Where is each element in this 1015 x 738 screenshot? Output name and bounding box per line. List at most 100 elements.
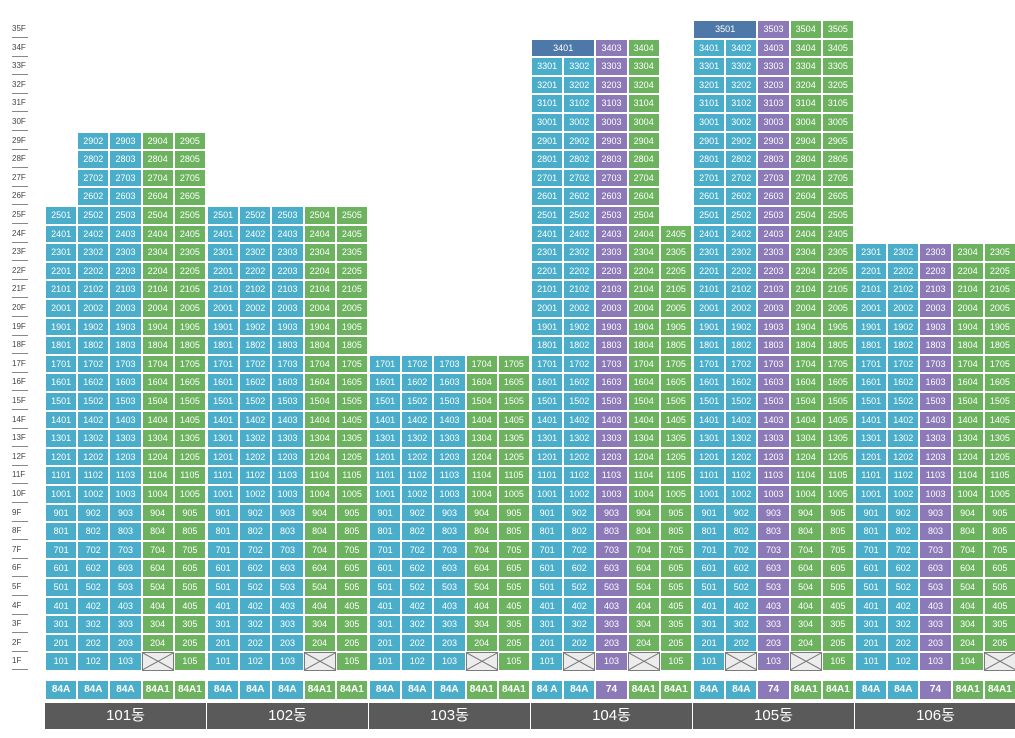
unit-cell: 2805 — [821, 150, 854, 169]
unit-cell: 605 — [821, 559, 854, 578]
unit-cell: 1203 — [757, 447, 790, 467]
unit-cell: 1503 — [109, 392, 142, 411]
unit-cell: 805 — [983, 522, 1015, 541]
unit-cell: 502 — [887, 578, 920, 597]
unit-cell: 201 — [45, 633, 78, 653]
unit-cell: 3302 — [725, 57, 758, 76]
unit-cell: 1204 — [141, 447, 174, 467]
unit-cell: 2001 — [693, 299, 726, 318]
unit-cell: 805 — [659, 522, 692, 541]
unit-cell: 1104 — [627, 466, 660, 485]
unit-cell: 1101 — [207, 466, 240, 485]
unit-cell: 705 — [659, 540, 692, 560]
unit-cell: 2105 — [335, 280, 368, 299]
unit-cell: 2405 — [659, 224, 692, 244]
unit-cell: 105 — [335, 652, 368, 671]
unit-cell: 1303 — [109, 429, 142, 448]
unit-cell: 1503 — [271, 392, 304, 411]
unit-cell: 1505 — [983, 392, 1015, 411]
unit-cell: 2301 — [531, 243, 564, 262]
unit-type-label: 84A1 — [141, 680, 174, 700]
unit-type-label: 84A — [401, 680, 434, 700]
unit-cell: 1604 — [303, 373, 336, 392]
unit-cell: 1502 — [887, 392, 920, 411]
unit-cell: 2801 — [693, 150, 726, 169]
unit-cell: 201 — [855, 633, 888, 653]
unit-cell: 2201 — [207, 261, 240, 281]
unit-type-label: 84A1 — [821, 680, 854, 700]
unit-cell: 2603 — [109, 187, 142, 206]
unit-cell: 1305 — [335, 429, 368, 448]
unit-cell: 1402 — [725, 410, 758, 430]
unit-cell: 2304 — [951, 243, 984, 262]
unit-cell: 303 — [271, 615, 304, 634]
unit-type-label: 84A — [271, 680, 304, 700]
unit-cell: 1504 — [951, 392, 984, 411]
unit-cell: 205 — [983, 633, 1015, 653]
unit-cell: 602 — [563, 559, 596, 578]
unit-cell: 1205 — [821, 447, 854, 467]
unit-cell: 1704 — [141, 354, 174, 374]
unit-cell: 3102 — [563, 94, 596, 113]
unit-cell: 1003 — [433, 485, 466, 504]
unit-cell: 1002 — [887, 485, 920, 504]
unit-cell: 2005 — [173, 299, 206, 318]
unit-cell: 802 — [887, 522, 920, 541]
unit-cell: 204 — [303, 633, 336, 653]
unit-cell: 1704 — [789, 354, 822, 374]
floor-label: 6F — [12, 559, 28, 578]
unit-cell: 904 — [465, 503, 498, 523]
unit-cell: 3305 — [821, 57, 854, 76]
unit-type-label: 74 — [595, 680, 628, 700]
unit-cell: 2103 — [271, 280, 304, 299]
unit-cell: 1005 — [659, 485, 692, 504]
unit-cell: 902 — [725, 503, 758, 523]
unit-cell: 2805 — [173, 150, 206, 169]
unit-cell: 1902 — [887, 317, 920, 337]
unit-cell: 1103 — [919, 466, 952, 485]
unit-cell: 803 — [433, 522, 466, 541]
unit-cell: 2604 — [627, 187, 660, 206]
unit-cell: 1905 — [983, 317, 1015, 337]
unit-cell: 1403 — [595, 410, 628, 430]
floor-label: 26F — [12, 187, 28, 206]
unit-cell: 2105 — [983, 280, 1015, 299]
unit-cell: 2504 — [141, 206, 174, 225]
unavailable-unit — [983, 652, 1015, 671]
unit-cell: 204 — [465, 633, 498, 653]
unit-cell: 203 — [919, 633, 952, 653]
unit-cell: 1604 — [627, 373, 660, 392]
unit-cell: 404 — [465, 596, 498, 616]
unit-cell: 1204 — [465, 447, 498, 467]
unit-cell: 204 — [789, 633, 822, 653]
unit-cell: 1603 — [271, 373, 304, 392]
unit-cell: 701 — [207, 540, 240, 560]
unit-cell: 2101 — [693, 280, 726, 299]
unit-cell: 1502 — [401, 392, 434, 411]
unit-cell: 2304 — [627, 243, 660, 262]
unit-cell: 801 — [45, 522, 78, 541]
unit-cell: 2203 — [595, 261, 628, 281]
unit-cell: 2101 — [855, 280, 888, 299]
unit-cell: 1004 — [141, 485, 174, 504]
cross-icon — [984, 653, 1015, 670]
unit-cell: 1705 — [983, 354, 1015, 374]
unit-cell: 2204 — [789, 261, 822, 281]
unit-cell: 1105 — [335, 466, 368, 485]
unit-cell: 1104 — [465, 466, 498, 485]
unit-cell: 605 — [497, 559, 530, 578]
unit-cell: 1705 — [173, 354, 206, 374]
unit-cell: 1004 — [465, 485, 498, 504]
unit-cell: 604 — [789, 559, 822, 578]
unit-cell: 903 — [109, 503, 142, 523]
unit-cell: 1604 — [789, 373, 822, 392]
unit-cell: 2304 — [789, 243, 822, 262]
unit-cell: 504 — [303, 578, 336, 597]
unit-cell: 805 — [821, 522, 854, 541]
unit-cell: 1203 — [433, 447, 466, 467]
unit-cell: 503 — [595, 578, 628, 597]
unit-cell: 603 — [757, 559, 790, 578]
unit-cell: 902 — [239, 503, 272, 523]
unit-type-label: 74 — [919, 680, 952, 700]
unit-cell: 1501 — [855, 392, 888, 411]
